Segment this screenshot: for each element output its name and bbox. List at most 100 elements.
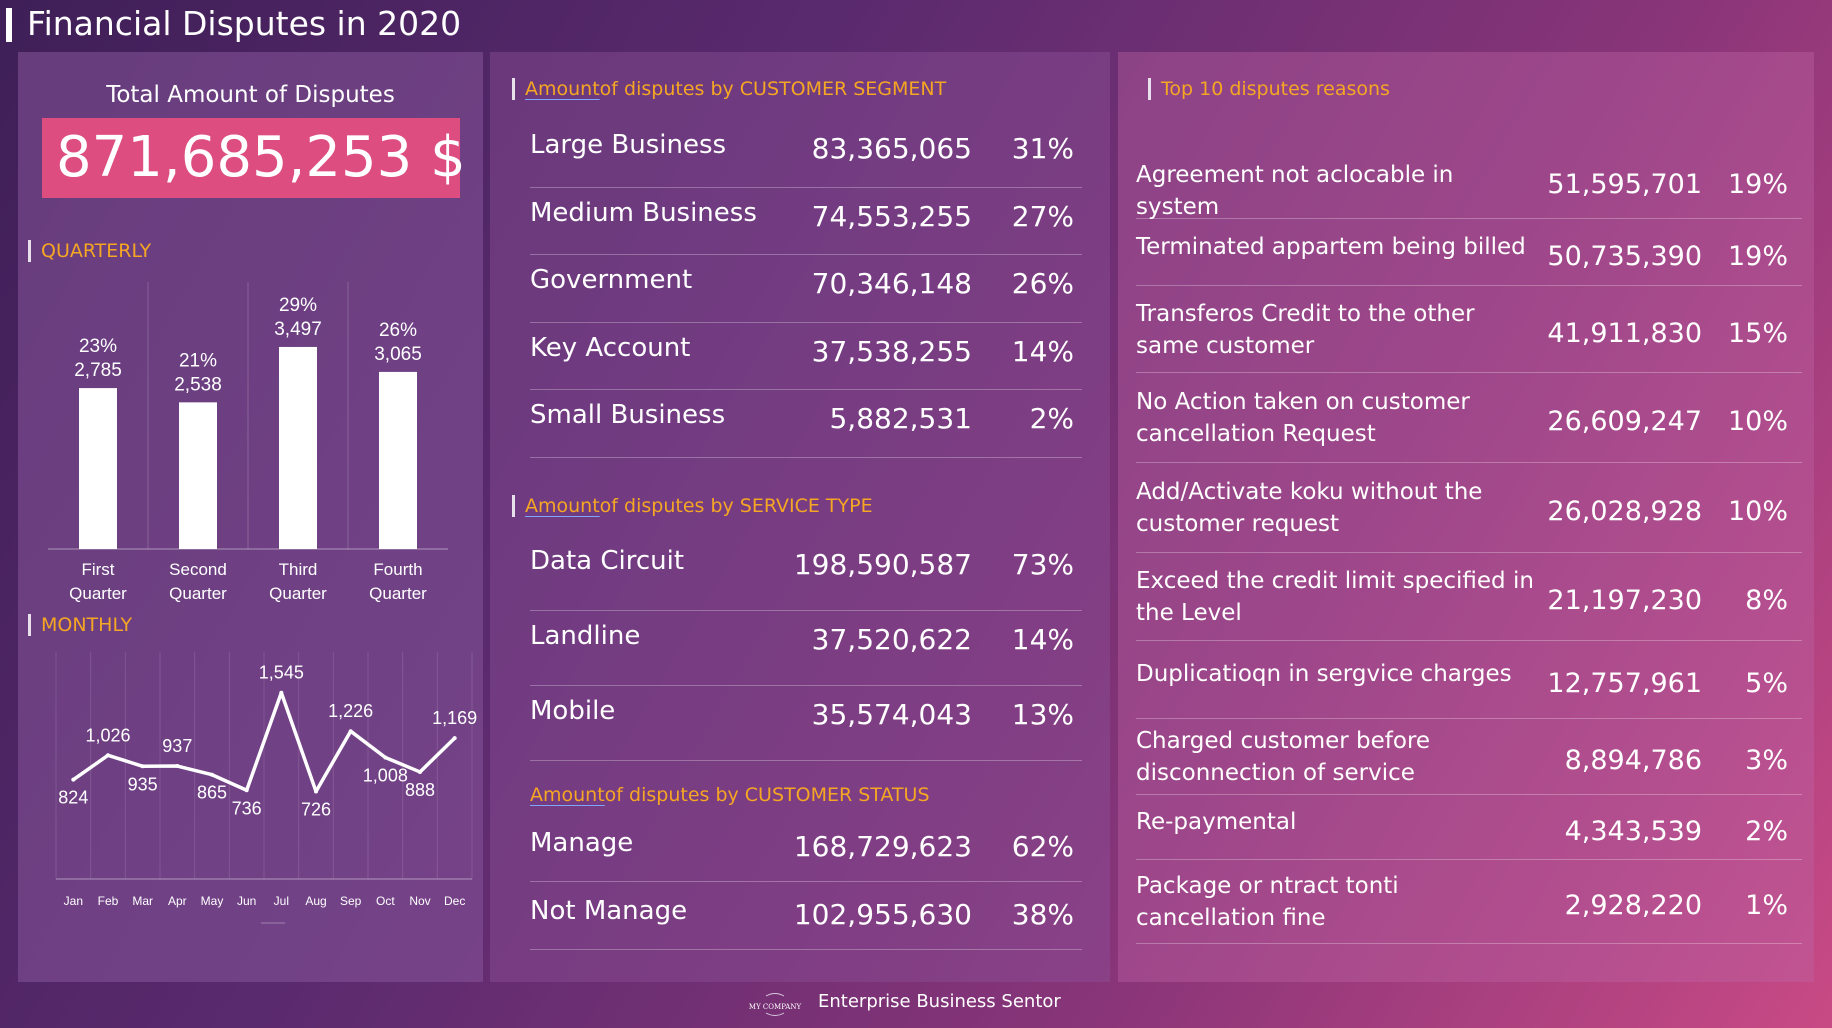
monthly-tick-label: Dec bbox=[444, 894, 465, 908]
status-label-prefix: Amount bbox=[530, 784, 605, 806]
reason-name: Terminated appartem being billed bbox=[1136, 233, 1526, 260]
monthly-tick-label: Feb bbox=[98, 894, 119, 908]
monthly-point bbox=[106, 753, 110, 758]
table-row: Small Business 5,882,531 2% bbox=[530, 390, 1082, 458]
reason-row: Add/Activate koku without the customer r… bbox=[1136, 463, 1802, 553]
monthly-value-label: 736 bbox=[232, 798, 262, 818]
monthly-point bbox=[244, 788, 249, 793]
quarterly-tick-label: Third bbox=[279, 560, 318, 579]
monthly-tick-label: Jul bbox=[274, 894, 289, 908]
reason-value: 26,609,247 bbox=[1547, 406, 1702, 437]
summary-panel: Total Amount of Disputes 871,685,253 $ Q… bbox=[18, 52, 483, 982]
reason-value: 51,595,701 bbox=[1547, 168, 1702, 200]
monthly-tick-label: Aug bbox=[305, 894, 326, 908]
quarterly-value-label: 3,497 bbox=[274, 319, 322, 340]
reasons-label-text: Top 10 disputes reasons bbox=[1161, 78, 1390, 100]
row-value: 74,553,255 bbox=[811, 199, 972, 233]
row-percent: 73% bbox=[1011, 548, 1074, 581]
monthly-point bbox=[452, 736, 457, 741]
service-label-rest: of disputes by SERVICE TYPE bbox=[599, 495, 873, 517]
reasons-panel: Top 10 disputes reasons Agreement not ac… bbox=[1118, 52, 1814, 982]
row-value: 168,729,623 bbox=[793, 830, 972, 863]
quarterly-tick-label: Quarter bbox=[369, 584, 427, 603]
reason-row: No Action taken on customer cancellation… bbox=[1136, 373, 1802, 463]
reason-row: Package or ntract tonti cancellation fin… bbox=[1136, 860, 1802, 944]
table-row: Mobile 35,574,043 13% bbox=[530, 686, 1082, 761]
quarterly-bar bbox=[79, 388, 117, 549]
section-marker bbox=[512, 495, 515, 517]
monthly-point bbox=[383, 755, 388, 760]
reason-name: Transferos Credit to the other same cust… bbox=[1136, 300, 1475, 359]
row-percent: 27% bbox=[1011, 199, 1074, 233]
table-row: Government 70,346,148 26% bbox=[530, 255, 1082, 323]
monthly-point bbox=[175, 764, 180, 769]
reason-row: Terminated appartem being billed 50,735,3… bbox=[1136, 219, 1802, 286]
monthly-point bbox=[348, 729, 353, 734]
monthly-value-label: 888 bbox=[405, 780, 435, 800]
status-label: Amount of disputes by CUSTOMER STATUS bbox=[530, 784, 930, 806]
quarterly-tick-label: Quarter bbox=[269, 584, 327, 603]
table-row: Landline 37,520,622 14% bbox=[530, 611, 1082, 686]
segment-label-rest: of disputes by CUSTOMER SEGMENT bbox=[599, 78, 947, 100]
status-label-rest: of disputes by CUSTOMER STATUS bbox=[604, 784, 930, 806]
row-value: 83,365,065 bbox=[811, 132, 972, 165]
row-percent: 31% bbox=[1011, 132, 1074, 165]
reason-value: 8,894,786 bbox=[1564, 745, 1702, 776]
row-name: Landline bbox=[530, 621, 641, 651]
section-marker bbox=[1148, 78, 1151, 100]
reason-row: Transferos Credit to the other same cust… bbox=[1136, 286, 1802, 373]
quarterly-label: QUARTERLY bbox=[28, 240, 151, 262]
reason-row: Agreement not aclocable in system 51,595,… bbox=[1136, 142, 1802, 220]
monthly-point bbox=[314, 789, 318, 794]
reason-value: 4,343,539 bbox=[1564, 815, 1702, 847]
reason-name: Duplicatioqn in sergvice charges bbox=[1136, 661, 1512, 687]
row-value: 37,538,255 bbox=[811, 334, 972, 368]
monthly-tick-label: Oct bbox=[376, 894, 395, 908]
monthly-tick-label: Mar bbox=[132, 894, 153, 908]
monthly-label-text: MONTHLY bbox=[41, 614, 133, 636]
table-row: Medium Business 74,553,255 27% bbox=[530, 188, 1082, 255]
row-name: Not Manage bbox=[530, 896, 688, 926]
reason-percent: 19% bbox=[1727, 168, 1788, 200]
reason-name: Re-paymental bbox=[1136, 808, 1297, 835]
reason-value: 12,757,961 bbox=[1547, 668, 1702, 699]
reasons-label: Top 10 disputes reasons bbox=[1148, 78, 1390, 100]
monthly-tick-label: Nov bbox=[409, 894, 430, 908]
row-percent: 38% bbox=[1011, 898, 1074, 931]
reason-row: Exceed the credit limit specified in the… bbox=[1136, 553, 1802, 641]
table-row: Manage 168,729,623 62% bbox=[530, 814, 1082, 882]
reason-name: Charged customer before disconnection of… bbox=[1136, 728, 1431, 786]
row-name: Manage bbox=[530, 828, 634, 858]
monthly-series-line bbox=[72, 690, 456, 794]
reason-percent: 1% bbox=[1745, 890, 1788, 921]
title-bar: Financial Disputes in 2020 bbox=[0, 0, 1832, 50]
row-name: Mobile bbox=[530, 696, 616, 726]
reason-name: No Action taken on customer cancellation… bbox=[1136, 389, 1470, 447]
reason-row: Re-paymental 4,343,539 2% bbox=[1136, 795, 1802, 860]
monthly-value-label: 937 bbox=[162, 736, 192, 756]
quarterly-tick-label: First bbox=[81, 560, 114, 579]
page-title: Financial Disputes in 2020 bbox=[27, 4, 462, 43]
quarterly-value-label: 3,065 bbox=[374, 344, 422, 365]
reason-name: Package or ntract tonti cancellation fin… bbox=[1136, 873, 1399, 931]
quarterly-percent-label: 23% bbox=[79, 336, 117, 357]
reason-name: Agreement not aclocable in system bbox=[1136, 161, 1454, 220]
monthly-value-label: 1,545 bbox=[259, 663, 304, 683]
monthly-tick-label: Apr bbox=[168, 894, 187, 908]
reason-percent: 10% bbox=[1727, 496, 1788, 527]
monthly-value-label: 935 bbox=[128, 774, 158, 794]
table-row: Key Account 37,538,255 14% bbox=[530, 323, 1082, 390]
total-label: Total Amount of Disputes bbox=[106, 82, 395, 108]
quarterly-bar bbox=[379, 371, 417, 549]
row-name: Data Circuit bbox=[530, 546, 685, 576]
section-marker bbox=[28, 614, 31, 636]
reason-percent: 8% bbox=[1745, 585, 1788, 616]
row-value: 37,520,622 bbox=[811, 623, 972, 656]
monthly-value-label: 824 bbox=[58, 788, 88, 808]
row-value: 102,955,630 bbox=[793, 898, 972, 931]
quarterly-percent-label: 26% bbox=[379, 320, 417, 341]
row-percent: 62% bbox=[1011, 830, 1074, 863]
reason-value: 26,028,928 bbox=[1547, 496, 1702, 527]
quarterly-tick-label: Quarter bbox=[69, 584, 127, 603]
reason-row: Duplicatioqn in sergvice charges 12,757,9… bbox=[1136, 641, 1802, 719]
